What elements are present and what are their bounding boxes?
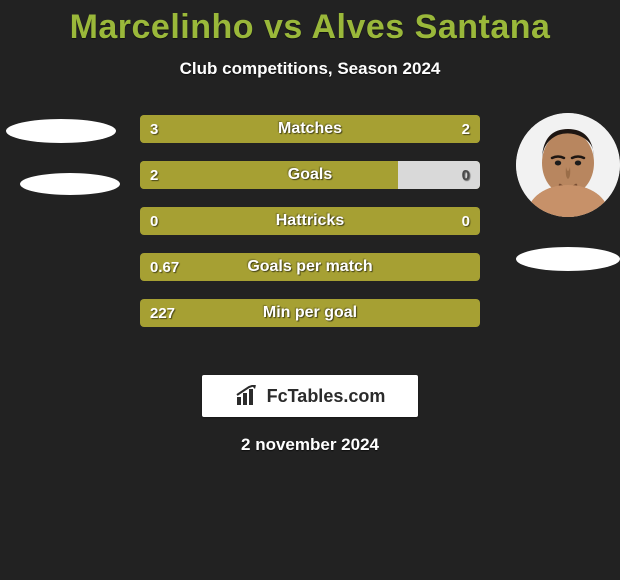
bar-value-left: 2 <box>150 161 158 189</box>
bar-label: Matches <box>140 115 480 143</box>
bar-row-matches: Matches3 2 <box>140 115 480 143</box>
bar-value-right: 0 <box>462 161 470 189</box>
bar-label: Goals <box>140 161 480 189</box>
bar-row-min-per-goal: Min per goal227 <box>140 299 480 327</box>
bar-value-left: 0 <box>150 207 158 235</box>
fctables-logo: FcTables.com <box>202 375 418 417</box>
bar-label: Min per goal <box>140 299 480 327</box>
bar-label: Goals per match <box>140 253 480 281</box>
right-player-avatar <box>516 113 620 217</box>
left-player-column <box>0 113 120 195</box>
bar-value-right: 0 <box>462 207 470 235</box>
bar-row-goals: Goals2 0 <box>140 161 480 189</box>
comparison-bars: Matches32Goals20Hattricks00Goals per mat… <box>140 115 480 345</box>
bar-value-left: 0.67 <box>150 253 179 281</box>
right-team-badge-placeholder <box>516 247 620 271</box>
date-label: 2 november 2024 <box>0 435 620 455</box>
bar-label: Hattricks <box>140 207 480 235</box>
bar-value-left: 3 <box>150 115 158 143</box>
bar-chart-icon <box>235 385 261 407</box>
subtitle: Club competitions, Season 2024 <box>0 59 620 79</box>
bar-value-right: 2 <box>462 115 470 143</box>
page-title: Marcelinho vs Alves Santana <box>0 0 620 47</box>
right-player-column <box>500 113 620 271</box>
bar-value-left: 227 <box>150 299 175 327</box>
bar-row-hattricks: Hattricks0 0 <box>140 207 480 235</box>
left-avatar-placeholder-2 <box>20 173 120 195</box>
comparison-content: Matches32Goals20Hattricks00Goals per mat… <box>0 113 620 373</box>
left-avatar-placeholder-1 <box>6 119 116 143</box>
logo-text: FcTables.com <box>267 386 386 407</box>
bar-row-goals-per-match: Goals per match0.67 <box>140 253 480 281</box>
